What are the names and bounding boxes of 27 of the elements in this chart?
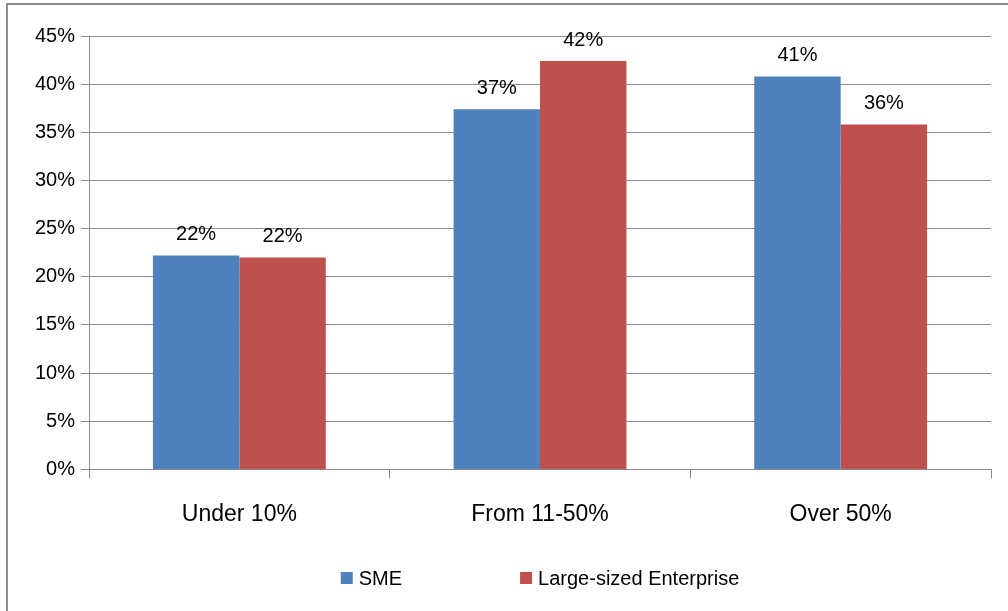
data-label: 41%	[777, 42, 818, 65]
x-tick-label: Under 10%	[181, 499, 297, 526]
bar	[453, 109, 541, 469]
bar	[152, 255, 240, 469]
y-tick-label: 15%	[35, 312, 76, 335]
y-tick-label: 30%	[35, 167, 76, 190]
y-tick-label: 5%	[46, 408, 76, 431]
bar	[540, 61, 627, 469]
y-tick-label: 20%	[35, 264, 76, 287]
y-tick-label: 40%	[35, 71, 76, 94]
y-tick-label: 25%	[35, 216, 76, 239]
data-label: 37%	[476, 75, 518, 98]
y-tick-label: 35%	[35, 119, 76, 142]
y-tick-label: 10%	[35, 360, 76, 383]
data-label: 36%	[863, 91, 905, 114]
data-label: 42%	[563, 27, 604, 50]
x-tick-label: From 11-50%	[471, 499, 609, 526]
y-tick-label: 0%	[46, 456, 76, 479]
data-label: 22%	[176, 222, 217, 245]
legend-label: SME	[358, 566, 403, 589]
bar	[754, 76, 841, 469]
bar	[840, 124, 928, 469]
x-tick-label: Over 50%	[789, 499, 892, 526]
bar	[239, 257, 326, 469]
data-label: 22%	[262, 224, 303, 247]
y-tick-label: 45%	[35, 23, 76, 46]
legend-label: Large-sized Enterprise	[538, 566, 740, 589]
